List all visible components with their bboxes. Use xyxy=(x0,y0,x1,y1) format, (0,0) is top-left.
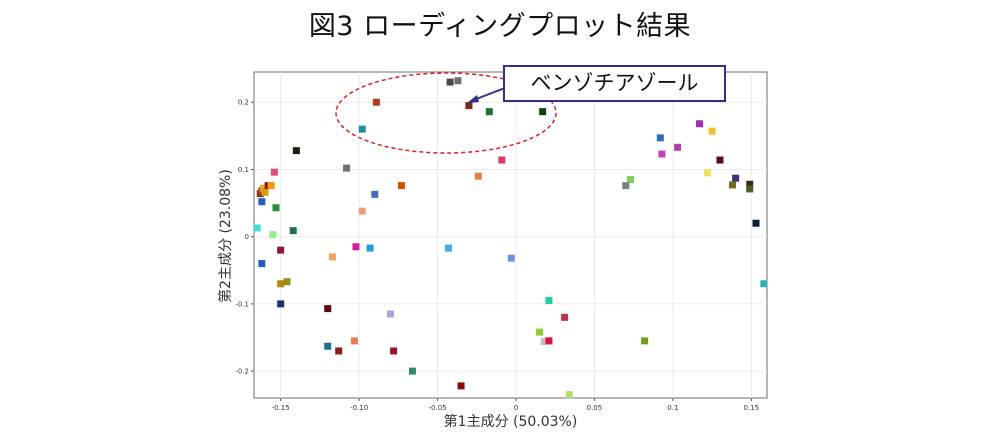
data-point xyxy=(386,310,394,318)
data-point xyxy=(507,254,515,262)
data-point xyxy=(283,278,291,286)
data-point xyxy=(397,182,405,190)
data-point xyxy=(272,204,280,212)
data-point xyxy=(371,190,379,198)
highlight-ellipse xyxy=(335,72,557,154)
grid xyxy=(254,72,767,398)
data-point xyxy=(746,185,754,193)
data-point xyxy=(539,108,547,116)
y-tick-label: -0.2 xyxy=(235,368,249,376)
data-point xyxy=(703,169,711,177)
data-point xyxy=(258,260,266,268)
data-point xyxy=(343,164,351,172)
data-point xyxy=(259,184,267,192)
y-tick-label: 0.1 xyxy=(238,166,249,174)
x-axis-label: 第1主成分 (50.03%) xyxy=(443,414,578,430)
data-point xyxy=(656,134,664,142)
data-point xyxy=(641,337,649,345)
data-point xyxy=(372,98,380,106)
data-point xyxy=(350,337,358,345)
data-point xyxy=(289,227,297,235)
y-tick-label: 0 xyxy=(245,233,249,241)
x-axis-ticks: -0.15 -0.10 -0.05 0 0.05 0.1 0.15 xyxy=(272,398,760,412)
data-point xyxy=(258,198,266,206)
data-point xyxy=(746,180,754,188)
data-point xyxy=(328,253,336,261)
data-point xyxy=(465,102,473,110)
data-point xyxy=(446,78,454,86)
data-point xyxy=(545,297,553,305)
chart-title: 図3 ローディングプロット結果 xyxy=(308,11,692,42)
data-point xyxy=(536,328,544,336)
data-point xyxy=(358,207,366,215)
x-tick-label: -0.05 xyxy=(428,404,446,412)
data-point xyxy=(622,182,630,190)
data-point xyxy=(485,108,493,116)
plot-area xyxy=(253,71,768,399)
x-tick-label: 0 xyxy=(514,404,518,412)
data-point xyxy=(561,313,569,321)
data-point xyxy=(627,176,635,184)
data-point xyxy=(545,337,553,345)
x-tick-label: -0.10 xyxy=(350,404,368,412)
data-point xyxy=(696,120,704,128)
data-point xyxy=(366,244,374,252)
data-point xyxy=(474,172,482,180)
x-tick-label: 0.05 xyxy=(587,404,603,412)
data-point xyxy=(540,338,548,346)
data-point xyxy=(358,125,366,133)
data-point xyxy=(277,280,285,288)
data-point xyxy=(324,305,332,313)
data-point xyxy=(728,181,736,189)
annotation-callout: ベンゾチアゾール xyxy=(503,65,726,102)
x-tick-label: 0.1 xyxy=(667,404,678,412)
y-axis-label: 第2主成分 (23.08%) xyxy=(218,169,234,303)
data-point xyxy=(760,280,768,288)
data-point xyxy=(752,219,760,227)
callout-arrowhead xyxy=(467,95,479,103)
data-point xyxy=(674,143,682,151)
data-point xyxy=(390,347,398,355)
data-point xyxy=(658,150,666,158)
data-point xyxy=(324,342,332,350)
data-point xyxy=(261,188,269,196)
data-point xyxy=(277,246,285,254)
data-point xyxy=(454,77,462,85)
data-point xyxy=(457,382,465,390)
data-point xyxy=(352,243,360,251)
data-point xyxy=(267,182,275,190)
data-point xyxy=(270,168,278,176)
y-tick-label: -0.1 xyxy=(235,300,249,308)
data-point xyxy=(408,367,416,375)
x-tick-label: 0.15 xyxy=(744,404,760,412)
y-axis-ticks: 0.2 0.1 0 -0.1 -0.2 xyxy=(235,99,254,376)
data-point xyxy=(269,231,277,239)
data-point xyxy=(708,127,716,135)
data-point xyxy=(732,174,740,182)
data-point xyxy=(253,224,261,232)
data-point xyxy=(335,347,343,355)
data-point xyxy=(277,300,285,308)
data-point xyxy=(445,244,453,252)
y-tick-label: 0.2 xyxy=(238,99,249,107)
data-point xyxy=(498,156,506,164)
data-point xyxy=(292,147,300,155)
data-point xyxy=(565,391,573,399)
x-tick-label: -0.15 xyxy=(272,404,290,412)
data-points xyxy=(253,77,768,399)
data-point xyxy=(716,156,724,164)
